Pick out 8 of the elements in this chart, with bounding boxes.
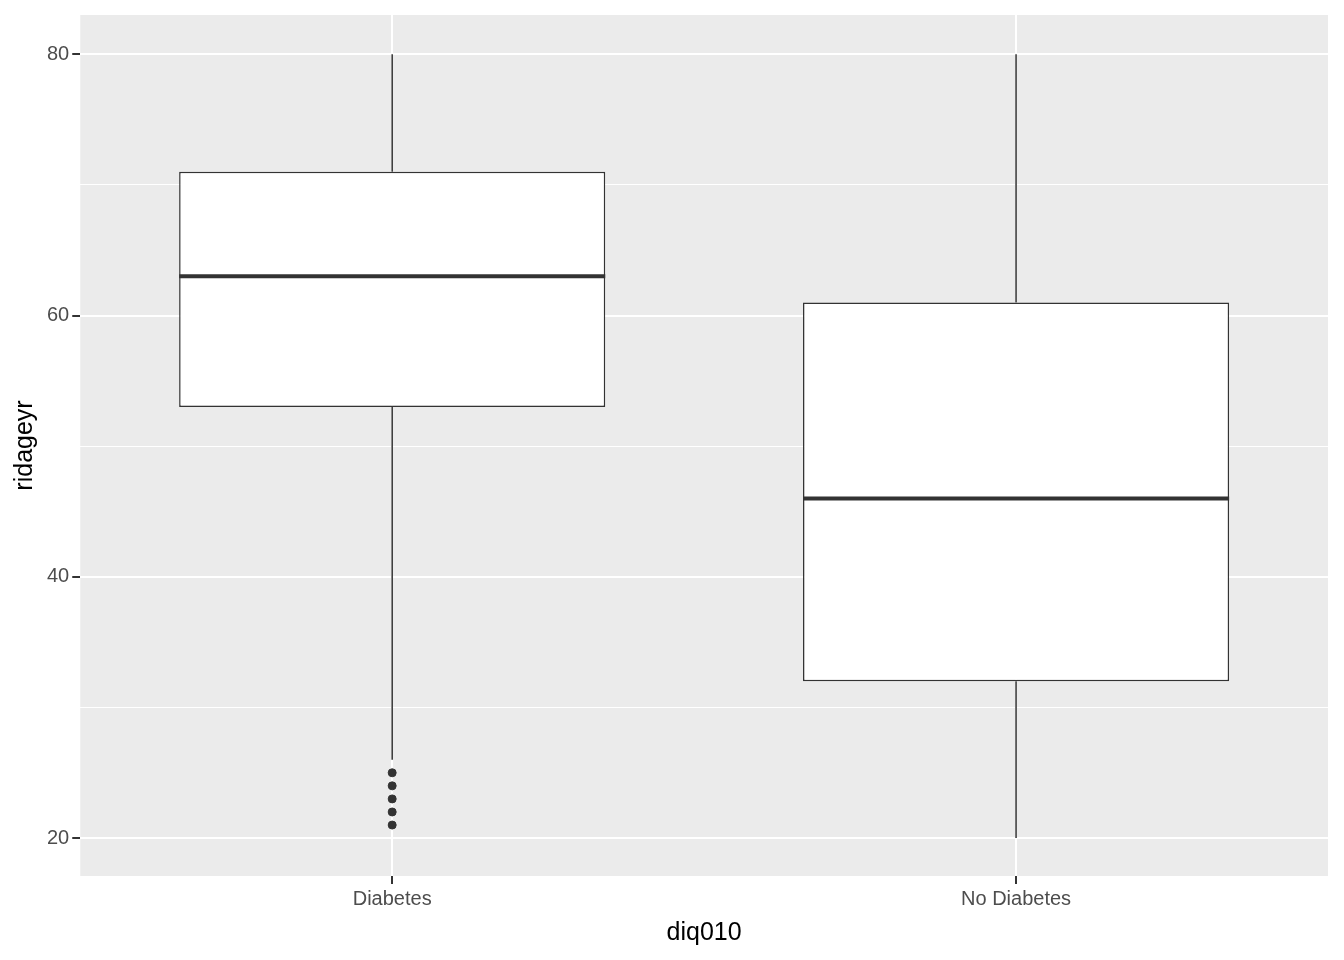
y-tick-label: 20 — [47, 825, 70, 848]
x-axis-title: diq010 — [666, 916, 742, 945]
x-tick-label: No Diabetes — [961, 886, 1072, 909]
y-tick-label: 60 — [47, 303, 70, 326]
y-tick-label: 40 — [47, 564, 70, 587]
x-tick-label: Diabetes — [352, 886, 432, 909]
y-tick-label: 80 — [47, 41, 70, 64]
y-axis-title: ridageyr — [8, 400, 37, 491]
